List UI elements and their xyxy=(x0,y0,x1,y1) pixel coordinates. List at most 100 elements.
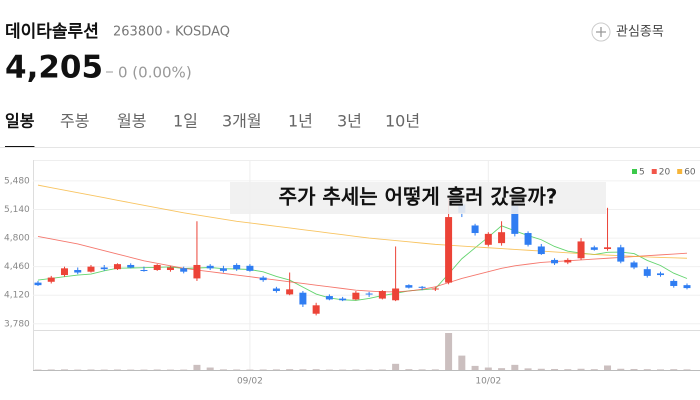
candle-body xyxy=(511,204,519,234)
current-price: 4,205 xyxy=(5,50,103,86)
candle-body xyxy=(113,264,121,270)
volume-bar xyxy=(471,365,479,370)
tab[interactable]: 10년 xyxy=(385,112,420,131)
tab[interactable]: 1일 xyxy=(173,112,198,131)
candle-body xyxy=(577,241,585,259)
candle-body xyxy=(286,289,294,295)
y-tick-label: 3,780 xyxy=(4,319,30,329)
candle-body xyxy=(670,280,678,286)
volume-bar xyxy=(431,369,439,370)
candle-body xyxy=(74,270,82,273)
volume-bar xyxy=(498,368,506,370)
candle-body xyxy=(246,265,254,271)
candle-body xyxy=(180,268,188,272)
volume-bar xyxy=(312,369,320,370)
candle-body xyxy=(378,291,386,299)
x-tick-label: 10/02 xyxy=(475,377,501,387)
tab-bar: 일봉 주봉 월봉 1일 3개월 1년 3년 10년 xyxy=(5,112,420,148)
volume-bar xyxy=(537,368,545,370)
volume-bar xyxy=(657,369,665,370)
volume-bar xyxy=(617,368,625,370)
watchlist-button[interactable]: 관심종목 xyxy=(591,22,664,42)
legend-swatch xyxy=(677,169,683,174)
plus-icon xyxy=(596,27,606,37)
volume-bar xyxy=(511,364,519,370)
volume-bar xyxy=(233,369,241,370)
x-tick-label: 09/02 xyxy=(237,377,263,387)
legend-label: 60 xyxy=(684,168,696,178)
legend-swatch xyxy=(632,169,637,174)
volume-bar xyxy=(259,369,267,370)
candle-body xyxy=(604,247,612,249)
tab[interactable]: 월봉 xyxy=(117,112,146,131)
candle-body xyxy=(34,282,42,286)
legend-swatch xyxy=(651,169,657,174)
tab[interactable]: 1년 xyxy=(288,112,313,131)
candle-body xyxy=(683,285,691,289)
candle-body xyxy=(484,233,492,245)
candle-body xyxy=(272,288,280,292)
candle-body xyxy=(140,270,148,272)
tab[interactable]: 3개월 xyxy=(222,112,262,131)
tab[interactable]: 일봉 xyxy=(5,112,35,131)
price-change: 0 (0.00%) xyxy=(118,64,192,82)
candle-body xyxy=(352,292,360,300)
candle-body xyxy=(166,267,174,271)
legend-label: 5 xyxy=(639,168,645,178)
candle-body xyxy=(127,264,135,268)
candle-body xyxy=(445,217,453,283)
candle-body xyxy=(392,288,400,301)
volume-bar xyxy=(47,369,55,370)
annotation: 주가 추세는 어떻게 흘러 갔을까? xyxy=(279,185,558,209)
candle-body xyxy=(153,264,161,271)
candle-body xyxy=(339,298,347,301)
volume-bar xyxy=(590,369,598,370)
candle-body xyxy=(537,246,545,255)
candle-body xyxy=(471,225,479,234)
candle-body xyxy=(219,268,227,271)
stock-code: 263800 xyxy=(113,25,163,40)
volume-bar xyxy=(286,369,294,370)
volume-bar xyxy=(670,369,678,370)
candle-body xyxy=(60,268,68,276)
chart: 5,480 5,140 4,800 4,460 4,120 3,780 09/02 10/02… xyxy=(4,160,700,387)
volume-bar xyxy=(418,369,426,370)
volume-bar xyxy=(551,368,559,370)
candle-body xyxy=(643,269,651,276)
stock-name: 데이타솔루션 xyxy=(5,22,99,42)
tab[interactable]: 주봉 xyxy=(60,112,89,131)
candle-body xyxy=(87,266,95,272)
volume-bar xyxy=(564,369,572,370)
candle-body xyxy=(431,288,439,290)
y-tick-label: 5,140 xyxy=(4,205,30,215)
candle-body xyxy=(325,296,333,300)
volume-bar xyxy=(352,369,360,370)
y-tick-label: 4,460 xyxy=(4,262,30,272)
volume-bar xyxy=(683,369,691,370)
volume-bar xyxy=(378,369,386,370)
candle-body xyxy=(193,264,201,279)
y-tick-label: 4,120 xyxy=(4,291,30,301)
annotation-background xyxy=(230,182,606,214)
volume-bar xyxy=(643,369,651,370)
candle-body xyxy=(259,277,267,281)
volume-bar xyxy=(60,369,68,370)
volume-bar xyxy=(206,367,214,370)
volume-bar xyxy=(405,369,413,370)
candle-body xyxy=(47,277,55,282)
y-tick-label: 5,480 xyxy=(4,176,30,186)
plus-circle xyxy=(591,22,611,42)
candle-body xyxy=(418,286,426,288)
candle-body xyxy=(564,259,572,263)
candle-body xyxy=(405,285,413,288)
volume-bar xyxy=(113,369,121,370)
candle-body xyxy=(551,259,559,264)
volume-bar xyxy=(630,368,638,370)
moving-average-line xyxy=(37,235,688,293)
tab[interactable]: 3년 xyxy=(337,112,362,131)
volume-bar xyxy=(392,363,400,370)
candle-body xyxy=(233,264,241,270)
volume-bar xyxy=(524,368,532,370)
